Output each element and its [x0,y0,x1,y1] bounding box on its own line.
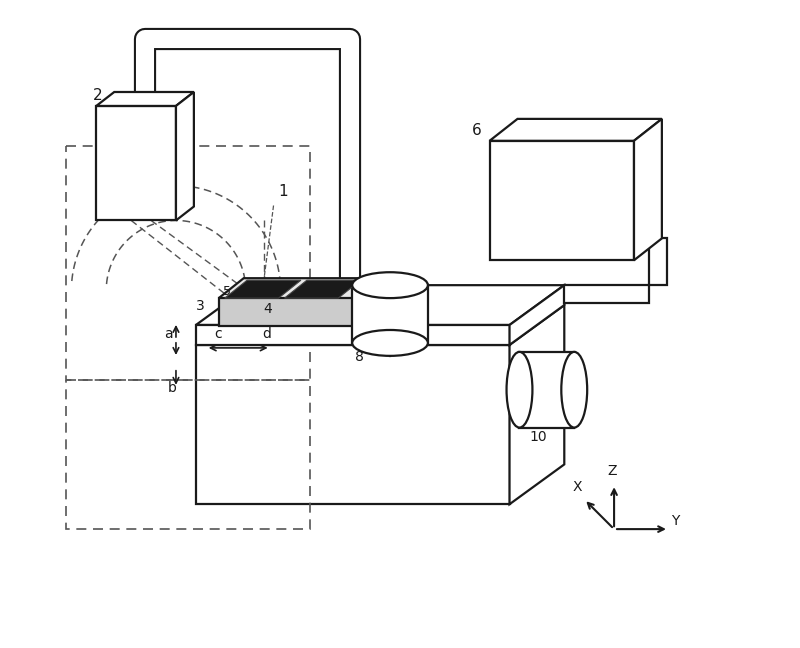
Polygon shape [196,325,510,345]
Text: c: c [214,327,222,341]
Polygon shape [96,92,194,106]
Polygon shape [285,280,361,298]
Polygon shape [196,285,564,325]
Polygon shape [490,119,662,141]
Polygon shape [510,305,564,504]
Polygon shape [510,285,564,345]
Text: 3: 3 [196,299,205,313]
Text: Z: Z [607,465,617,478]
Polygon shape [218,278,383,298]
Text: a: a [164,327,173,341]
Ellipse shape [352,330,428,356]
Text: 5: 5 [222,285,230,298]
Polygon shape [490,141,634,260]
Text: 2: 2 [94,88,103,103]
Text: 4: 4 [263,302,272,316]
Polygon shape [176,92,194,220]
Text: 8: 8 [355,350,364,364]
Polygon shape [352,285,428,343]
Text: X: X [572,480,582,494]
Text: 1: 1 [278,183,288,198]
Text: 10: 10 [530,430,547,445]
Polygon shape [196,345,510,504]
Polygon shape [218,298,358,326]
Ellipse shape [562,352,587,428]
Polygon shape [225,280,301,298]
Text: Y: Y [671,514,679,528]
Polygon shape [96,106,176,220]
Ellipse shape [352,272,428,298]
Polygon shape [564,238,667,303]
Ellipse shape [506,352,533,428]
Polygon shape [634,119,662,260]
Text: b: b [168,381,177,395]
Polygon shape [519,352,574,428]
Text: d: d [262,327,271,341]
Text: 6: 6 [472,123,482,138]
Polygon shape [358,278,383,326]
